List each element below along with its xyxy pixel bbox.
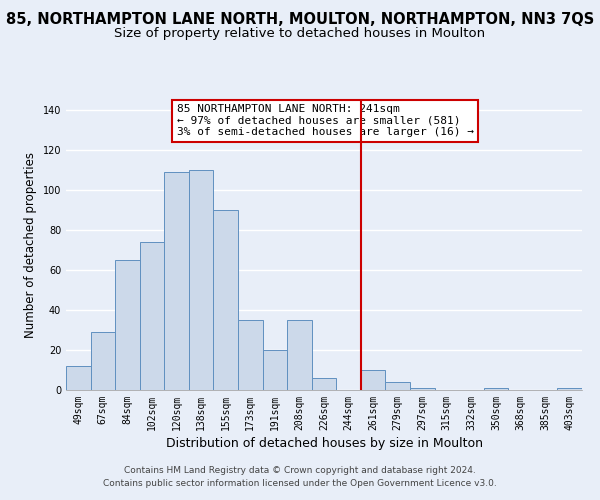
Bar — [410, 388, 434, 390]
Text: Size of property relative to detached houses in Moulton: Size of property relative to detached ho… — [115, 28, 485, 40]
Bar — [287, 320, 312, 390]
Bar — [385, 382, 410, 390]
Bar — [115, 260, 140, 390]
Bar — [91, 332, 115, 390]
Bar — [164, 172, 189, 390]
Text: Contains HM Land Registry data © Crown copyright and database right 2024.
Contai: Contains HM Land Registry data © Crown c… — [103, 466, 497, 487]
Bar — [238, 320, 263, 390]
Y-axis label: Number of detached properties: Number of detached properties — [24, 152, 37, 338]
Text: 85, NORTHAMPTON LANE NORTH, MOULTON, NORTHAMPTON, NN3 7QS: 85, NORTHAMPTON LANE NORTH, MOULTON, NOR… — [6, 12, 594, 28]
Bar — [140, 242, 164, 390]
Bar — [484, 388, 508, 390]
X-axis label: Distribution of detached houses by size in Moulton: Distribution of detached houses by size … — [166, 437, 482, 450]
Bar — [214, 210, 238, 390]
Bar — [189, 170, 214, 390]
Bar — [361, 370, 385, 390]
Bar — [557, 388, 582, 390]
Bar — [312, 378, 336, 390]
Bar — [66, 366, 91, 390]
Text: 85 NORTHAMPTON LANE NORTH: 241sqm
← 97% of detached houses are smaller (581)
3% : 85 NORTHAMPTON LANE NORTH: 241sqm ← 97% … — [176, 104, 473, 137]
Bar — [263, 350, 287, 390]
